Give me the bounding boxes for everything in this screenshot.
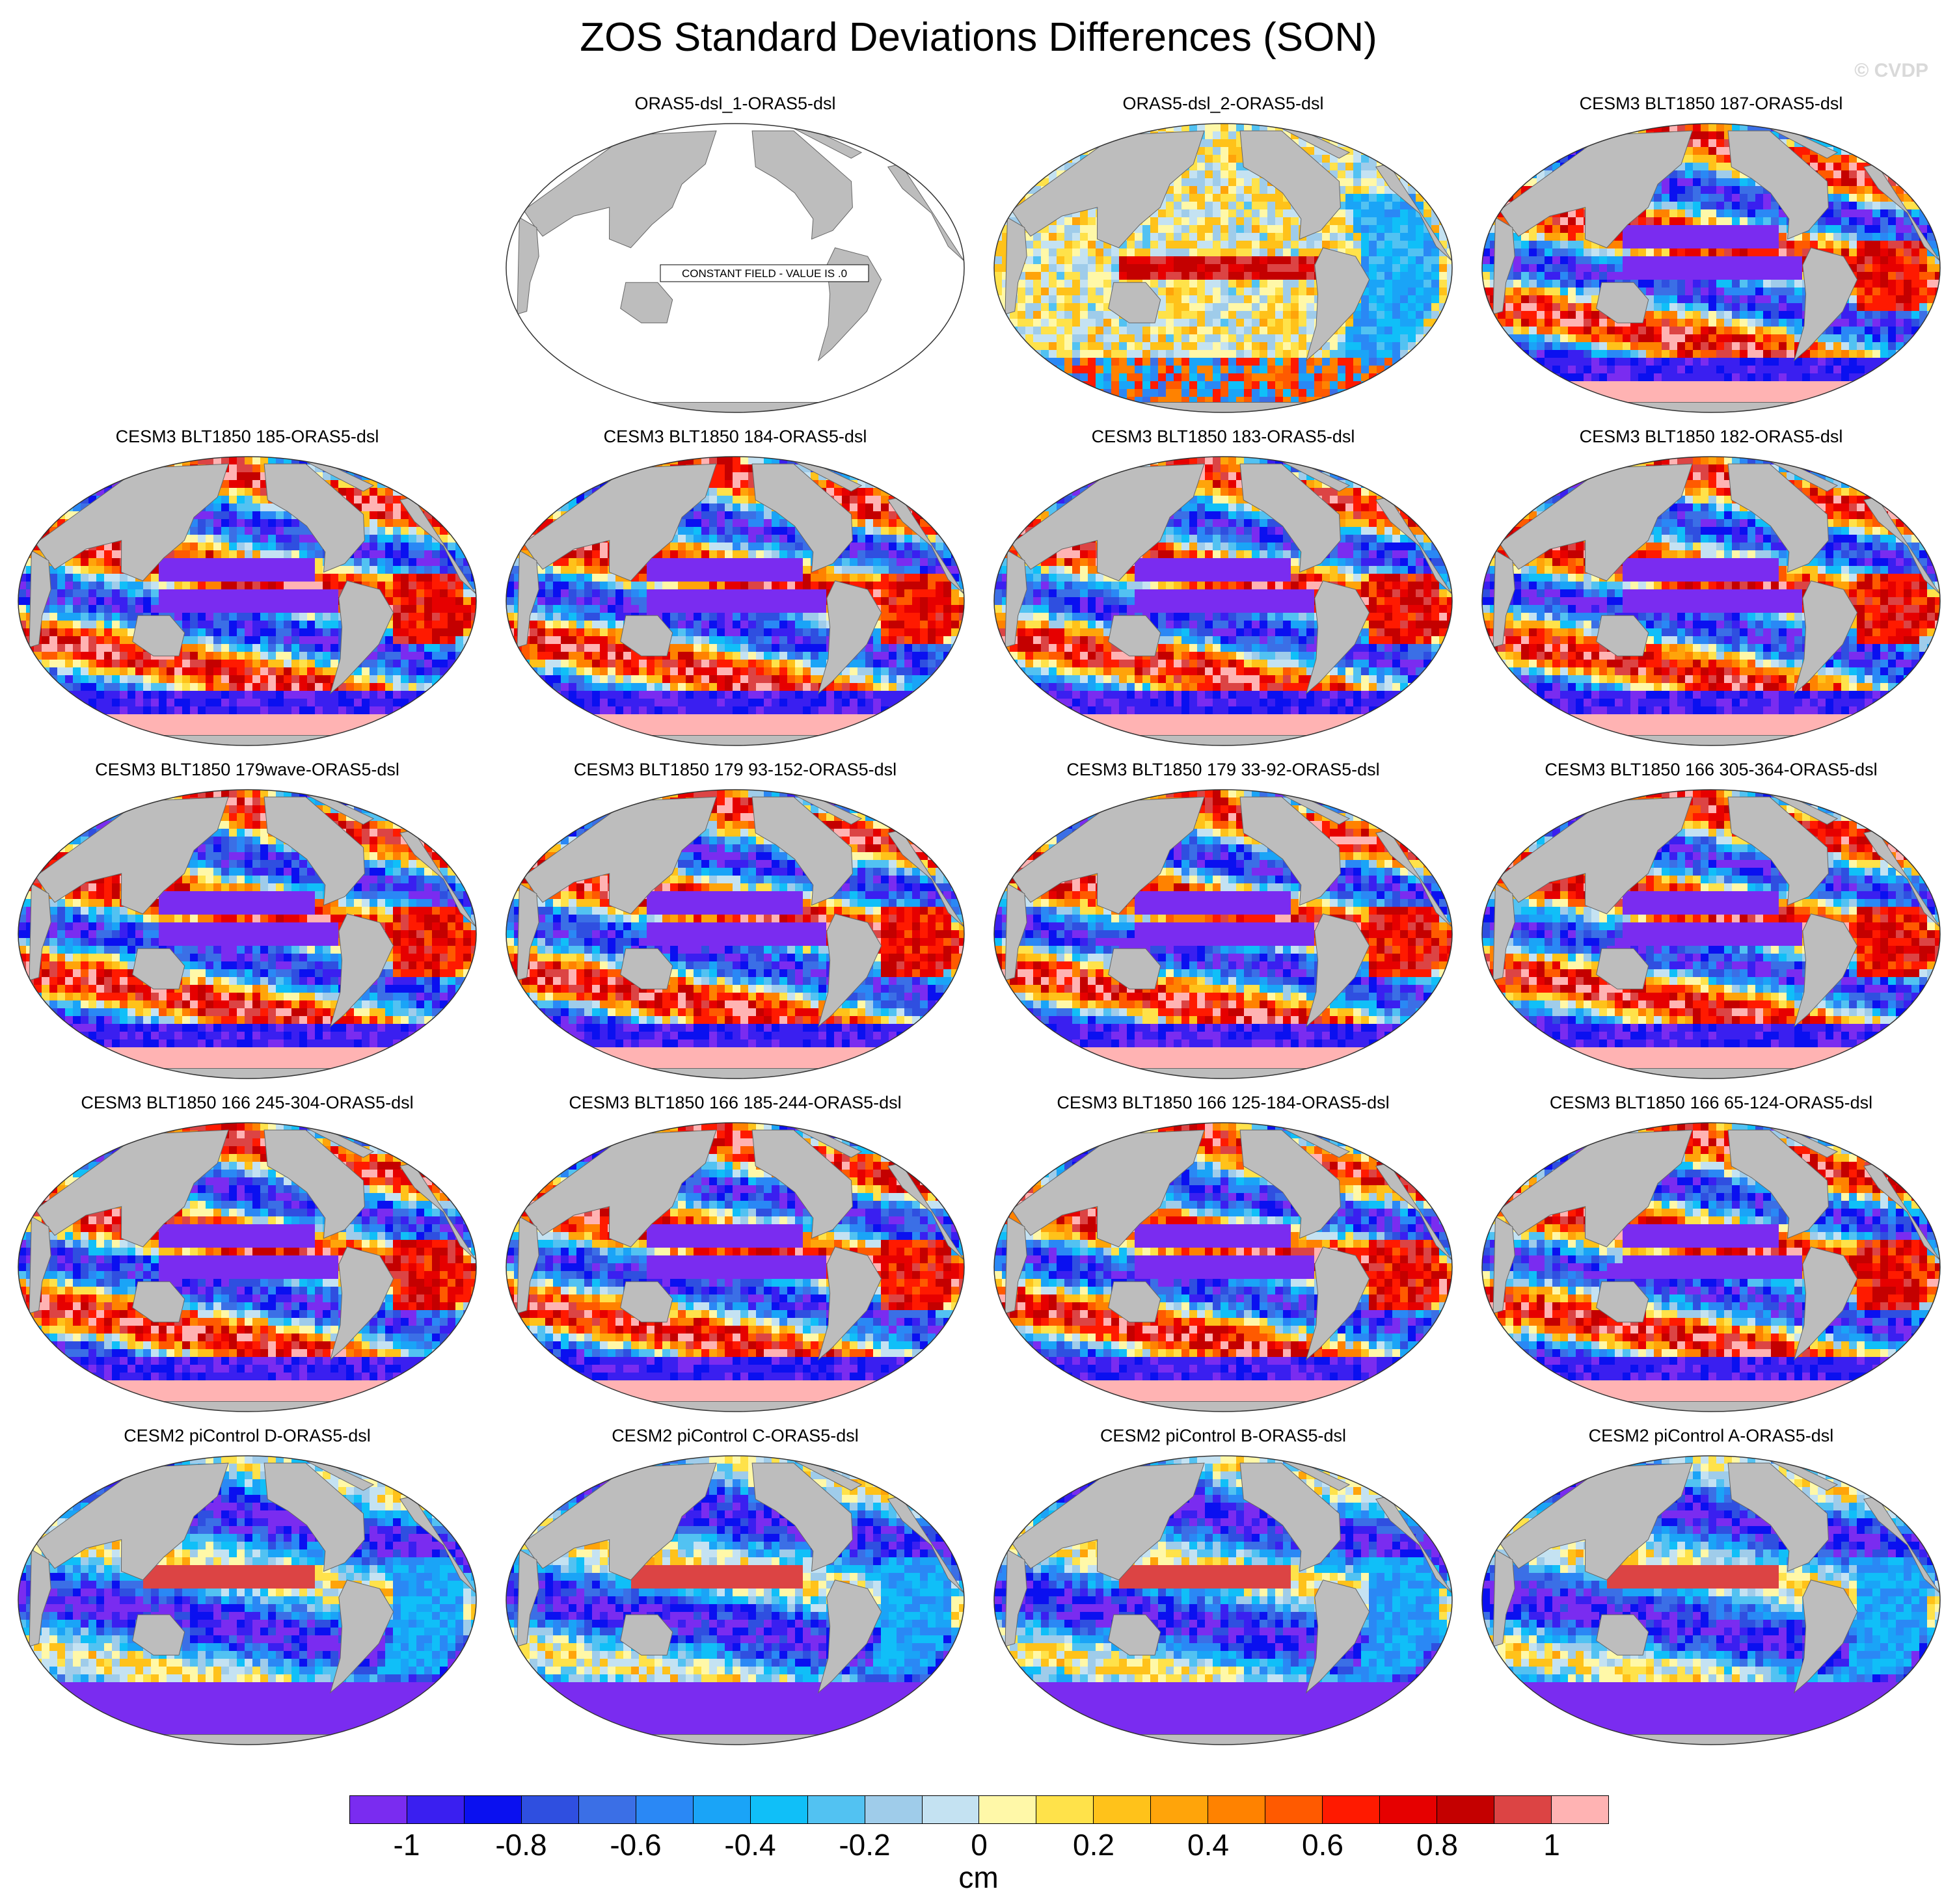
panel-title: CESM3 BLT1850 166 125-184-ORAS5-dsl (982, 1092, 1464, 1114)
colorbar-swatch (1265, 1796, 1323, 1823)
map-panel: CESM3 BLT1850 166 125-184-ORAS5-dsl (982, 1092, 1464, 1423)
colorbar-swatch (1208, 1796, 1266, 1823)
map-panel: CESM2 piControl D-ORAS5-dsl (7, 1425, 488, 1756)
map-projection (18, 789, 477, 1079)
map-projection (1481, 1455, 1941, 1745)
colorbar-swatch (1494, 1796, 1552, 1823)
map-projection (1481, 1122, 1941, 1412)
colorbar (349, 1795, 1609, 1824)
map-panel: CESM3 BLT1850 182-ORAS5-dsl (1470, 425, 1952, 757)
map-panel: CESM3 BLT1850 185-ORAS5-dsl (7, 425, 488, 757)
panel-title: CESM3 BLT1850 182-ORAS5-dsl (1470, 425, 1952, 448)
figure-title: ZOS Standard Deviations Differences (SON… (0, 12, 1957, 64)
panel-title: ORAS5-dsl_2-ORAS5-dsl (982, 92, 1464, 114)
colorbar-swatch (407, 1796, 465, 1823)
map-projection: CONSTANT FIELD - VALUE IS .0 (506, 123, 965, 413)
panel-title: CESM2 piControl C-ORAS5-dsl (494, 1425, 976, 1447)
colorbar-tick-label: 0.6 (1284, 1827, 1362, 1863)
map-panel: CESM3 BLT1850 166 305-364-ORAS5-dsl (1470, 758, 1952, 1090)
panel-title: CESM3 BLT1850 166 185-244-ORAS5-dsl (494, 1092, 976, 1114)
colorbar-tick-label: 0.4 (1169, 1827, 1247, 1863)
colorbar-swatch (1323, 1796, 1381, 1823)
map-projection (1481, 789, 1941, 1079)
colorbar-tick-label: 1 (1513, 1827, 1591, 1863)
map-projection (506, 789, 965, 1079)
map-projection (18, 1455, 477, 1745)
colorbar-swatch (1552, 1796, 1608, 1823)
colorbar-swatch (693, 1796, 751, 1823)
panel-title: CESM3 BLT1850 179 93-152-ORAS5-dsl (494, 758, 976, 781)
colorbar-swatch (979, 1796, 1037, 1823)
map-panel: CESM3 BLT1850 179 33-92-ORAS5-dsl (982, 758, 1464, 1090)
map-panel-grid: ORAS5-dsl_1-ORAS5-dsl CONSTANT FIELD - VA… (7, 92, 1952, 1756)
panel-title: CESM3 BLT1850 185-ORAS5-dsl (7, 425, 488, 448)
colorbar-tick-label: 0 (940, 1827, 1018, 1863)
colorbar-swatch (865, 1796, 923, 1823)
map-projection (1481, 456, 1941, 746)
panel-title: CESM3 BLT1850 184-ORAS5-dsl (494, 425, 976, 448)
colorbar-swatch (1437, 1796, 1495, 1823)
colorbar-swatch (750, 1796, 808, 1823)
map-projection (18, 456, 477, 746)
map-panel: CESM3 BLT1850 184-ORAS5-dsl (494, 425, 976, 757)
map-panel: ORAS5-dsl_2-ORAS5-dsl (982, 92, 1464, 424)
panel-title: CESM2 piControl B-ORAS5-dsl (982, 1425, 1464, 1447)
map-projection (1481, 123, 1941, 413)
map-panel: CESM2 piControl B-ORAS5-dsl (982, 1425, 1464, 1756)
colorbar-swatch (1036, 1796, 1094, 1823)
colorbar-tick-label: -0.6 (597, 1827, 675, 1863)
map-panel: CESM3 BLT1850 183-ORAS5-dsl (982, 425, 1464, 757)
map-projection (993, 789, 1453, 1079)
map-projection (993, 1122, 1453, 1412)
map-projection (506, 1455, 965, 1745)
colorbar-tick-label: -1 (368, 1827, 446, 1863)
panel-title: CESM3 BLT1850 166 245-304-ORAS5-dsl (7, 1092, 488, 1114)
colorbar-swatch (1380, 1796, 1438, 1823)
constant-field-label: CONSTANT FIELD - VALUE IS .0 (682, 267, 847, 280)
panel-title: CESM2 piControl A-ORAS5-dsl (1470, 1425, 1952, 1447)
colorbar-swatch (922, 1796, 980, 1823)
panel-title: CESM3 BLT1850 166 65-124-ORAS5-dsl (1470, 1092, 1952, 1114)
panel-title: CESM3 BLT1850 183-ORAS5-dsl (982, 425, 1464, 448)
map-panel: CESM2 piControl C-ORAS5-dsl (494, 1425, 976, 1756)
map-panel: CESM3 BLT1850 166 245-304-ORAS5-dsl (7, 1092, 488, 1423)
panel-title: CESM3 BLT1850 179 33-92-ORAS5-dsl (982, 758, 1464, 781)
map-panel: CESM3 BLT1850 179 93-152-ORAS5-dsl (494, 758, 976, 1090)
colorbar-swatch (521, 1796, 579, 1823)
map-projection (993, 123, 1453, 413)
panel-title: CESM3 BLT1850 179wave-ORAS5-dsl (7, 758, 488, 781)
map-projection (993, 456, 1453, 746)
map-projection (506, 456, 965, 746)
colorbar-swatch (578, 1796, 636, 1823)
map-projection (18, 1122, 477, 1412)
colorbar-tick-label: -0.8 (482, 1827, 560, 1863)
map-projection (993, 1455, 1453, 1745)
colorbar-swatch (1151, 1796, 1209, 1823)
map-panel: CESM3 BLT1850 187-ORAS5-dsl (1470, 92, 1952, 424)
colorbar-tick-label: -0.4 (711, 1827, 789, 1863)
colorbar-swatch (350, 1796, 407, 1823)
panel-title: CESM3 BLT1850 166 305-364-ORAS5-dsl (1470, 758, 1952, 781)
colorbar-tick-label: -0.2 (826, 1827, 904, 1863)
map-panel: CESM2 piControl A-ORAS5-dsl (1470, 1425, 1952, 1756)
colorbar-swatch (464, 1796, 522, 1823)
map-panel: CESM3 BLT1850 179wave-ORAS5-dsl (7, 758, 488, 1090)
map-panel: CESM3 BLT1850 166 65-124-ORAS5-dsl (1470, 1092, 1952, 1423)
colorbar-unit-label: cm (0, 1859, 1957, 1896)
panel-title: ORAS5-dsl_1-ORAS5-dsl (494, 92, 976, 114)
colorbar-tick-label: 0.8 (1398, 1827, 1476, 1863)
map-panel: ORAS5-dsl_1-ORAS5-dsl CONSTANT FIELD - VA… (494, 92, 976, 424)
cvdp-watermark: © CVDP (1854, 60, 1928, 82)
colorbar-tick-label: 0.2 (1055, 1827, 1133, 1863)
map-panel: CESM3 BLT1850 166 185-244-ORAS5-dsl (494, 1092, 976, 1423)
map-projection (506, 1122, 965, 1412)
colorbar-swatch (636, 1796, 694, 1823)
colorbar-swatch (807, 1796, 865, 1823)
panel-title: CESM3 BLT1850 187-ORAS5-dsl (1470, 92, 1952, 114)
panel-title: CESM2 piControl D-ORAS5-dsl (7, 1425, 488, 1447)
colorbar-swatch (1094, 1796, 1152, 1823)
